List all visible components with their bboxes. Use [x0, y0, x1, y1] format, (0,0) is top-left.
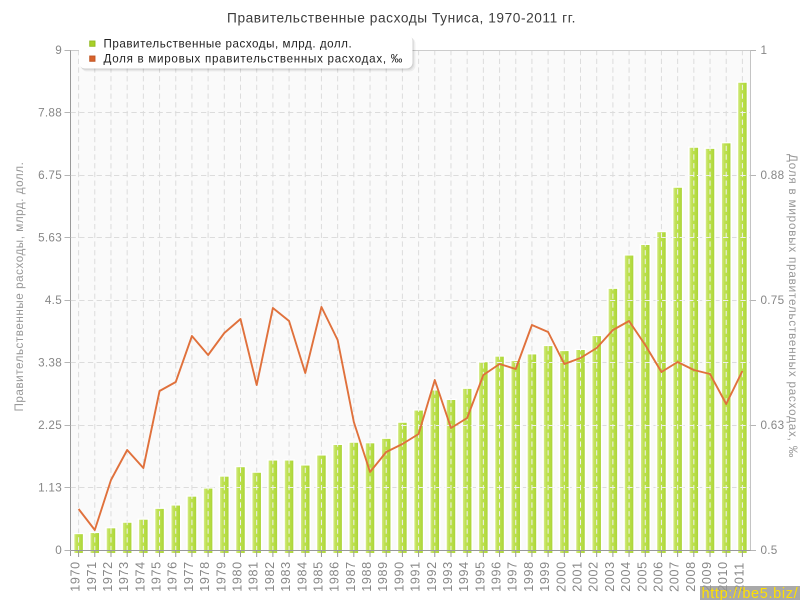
svg-text:1989: 1989: [376, 561, 390, 592]
svg-text:0.63: 0.63: [761, 419, 785, 432]
svg-text:1973: 1973: [117, 561, 131, 592]
svg-text:0.75: 0.75: [761, 294, 785, 307]
svg-text:2007: 2007: [668, 561, 682, 592]
svg-text:6.75: 6.75: [38, 169, 62, 182]
svg-text:1976: 1976: [166, 561, 180, 592]
svg-text:1974: 1974: [133, 561, 147, 592]
svg-text:1994: 1994: [457, 561, 471, 592]
svg-text:2010: 2010: [716, 561, 730, 592]
svg-text:1990: 1990: [392, 561, 406, 592]
svg-text:1987: 1987: [344, 561, 358, 592]
svg-text:2004: 2004: [619, 561, 633, 592]
svg-text:4.5: 4.5: [45, 294, 62, 307]
svg-text:1998: 1998: [522, 561, 536, 592]
svg-text:2009: 2009: [700, 561, 714, 592]
svg-text:1970: 1970: [69, 561, 83, 592]
svg-text:Доля в мировых правительственн: Доля в мировых правительственных расхода…: [104, 53, 404, 66]
svg-text:1992: 1992: [425, 561, 439, 592]
svg-text:1972: 1972: [101, 561, 115, 592]
svg-text:1982: 1982: [263, 561, 277, 592]
svg-text:1984: 1984: [295, 561, 309, 592]
svg-text:1997: 1997: [506, 561, 520, 592]
svg-text:1991: 1991: [409, 561, 423, 592]
svg-text:1995: 1995: [473, 561, 487, 592]
svg-text:2003: 2003: [603, 561, 617, 592]
svg-text:2008: 2008: [684, 561, 698, 592]
svg-text:1988: 1988: [360, 561, 374, 592]
svg-text:1979: 1979: [214, 561, 228, 592]
svg-text:2001: 2001: [571, 561, 585, 592]
svg-text:1980: 1980: [231, 561, 245, 592]
svg-text:http://be5.biz/: http://be5.biz/: [702, 586, 799, 600]
svg-text:1996: 1996: [490, 561, 504, 592]
svg-text:1971: 1971: [85, 561, 99, 592]
svg-text:Правительственные расходы, млр: Правительственные расходы, млрд. долл.: [13, 162, 26, 412]
svg-text:2002: 2002: [587, 561, 601, 592]
svg-text:2011: 2011: [732, 562, 746, 592]
svg-text:1983: 1983: [279, 561, 293, 592]
svg-text:1978: 1978: [198, 561, 212, 592]
svg-text:1.13: 1.13: [38, 482, 62, 495]
svg-text:1999: 1999: [538, 561, 552, 592]
svg-text:9: 9: [55, 44, 62, 57]
svg-text:1981: 1981: [247, 561, 261, 592]
svg-text:Правительственные расходы, млр: Правительственные расходы, млрд. долл.: [104, 38, 353, 51]
svg-text:5.63: 5.63: [38, 232, 62, 245]
svg-text:1975: 1975: [150, 561, 164, 592]
svg-text:0: 0: [55, 544, 62, 557]
svg-text:1985: 1985: [311, 561, 325, 592]
svg-text:0.88: 0.88: [761, 169, 785, 182]
svg-text:Правительственные расходы Туни: Правительственные расходы Туниса, 1970-2…: [227, 10, 576, 25]
svg-text:1986: 1986: [328, 561, 342, 592]
svg-text:7.88: 7.88: [38, 107, 62, 120]
svg-text:3.38: 3.38: [38, 357, 62, 370]
svg-text:Доля в мировых правительственн: Доля в мировых правительственных расхода…: [786, 154, 799, 458]
svg-text:1993: 1993: [441, 561, 455, 592]
svg-text:2005: 2005: [635, 561, 649, 592]
svg-text:1: 1: [761, 44, 768, 57]
svg-text:2.25: 2.25: [38, 419, 62, 432]
svg-text:0.5: 0.5: [761, 544, 778, 557]
svg-text:2000: 2000: [554, 561, 568, 592]
svg-text:2006: 2006: [651, 561, 665, 592]
svg-text:1977: 1977: [182, 561, 196, 592]
